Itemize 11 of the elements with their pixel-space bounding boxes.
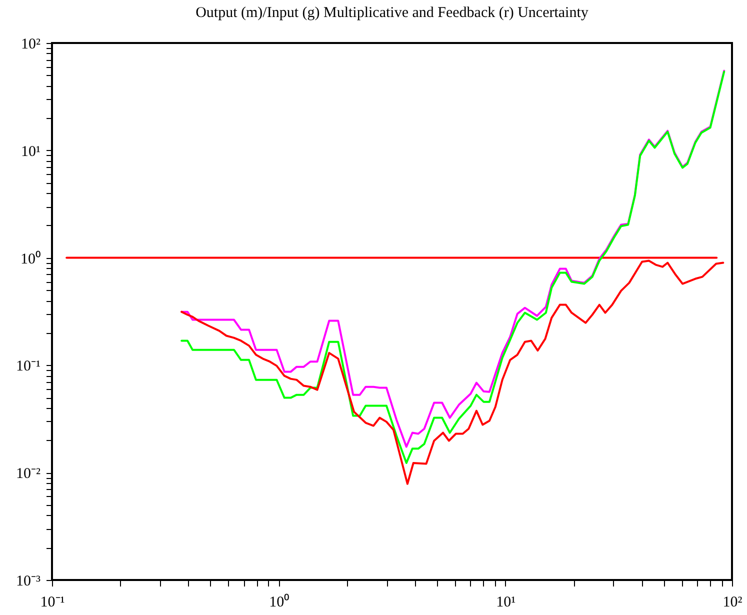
- x-tick-label: 10⁰: [269, 594, 290, 610]
- x-tick-label: 10⁻¹: [40, 594, 65, 610]
- x-tick-label: 10¹: [496, 594, 516, 610]
- x-tick-label: 10²: [722, 594, 743, 610]
- chart-title: Output (m)/Input (g) Multiplicative and Feedback (r) Uncertainty: [196, 5, 589, 21]
- y-tick-label: 10⁻³: [16, 574, 41, 590]
- y-tick-label: 10¹: [21, 144, 40, 160]
- y-tick-label: 10²: [21, 36, 41, 52]
- y-tick-label: 10⁰: [20, 250, 40, 268]
- y-tick-label: 10⁻¹: [16, 358, 40, 375]
- y-tick-label: 10⁻²: [16, 466, 41, 482]
